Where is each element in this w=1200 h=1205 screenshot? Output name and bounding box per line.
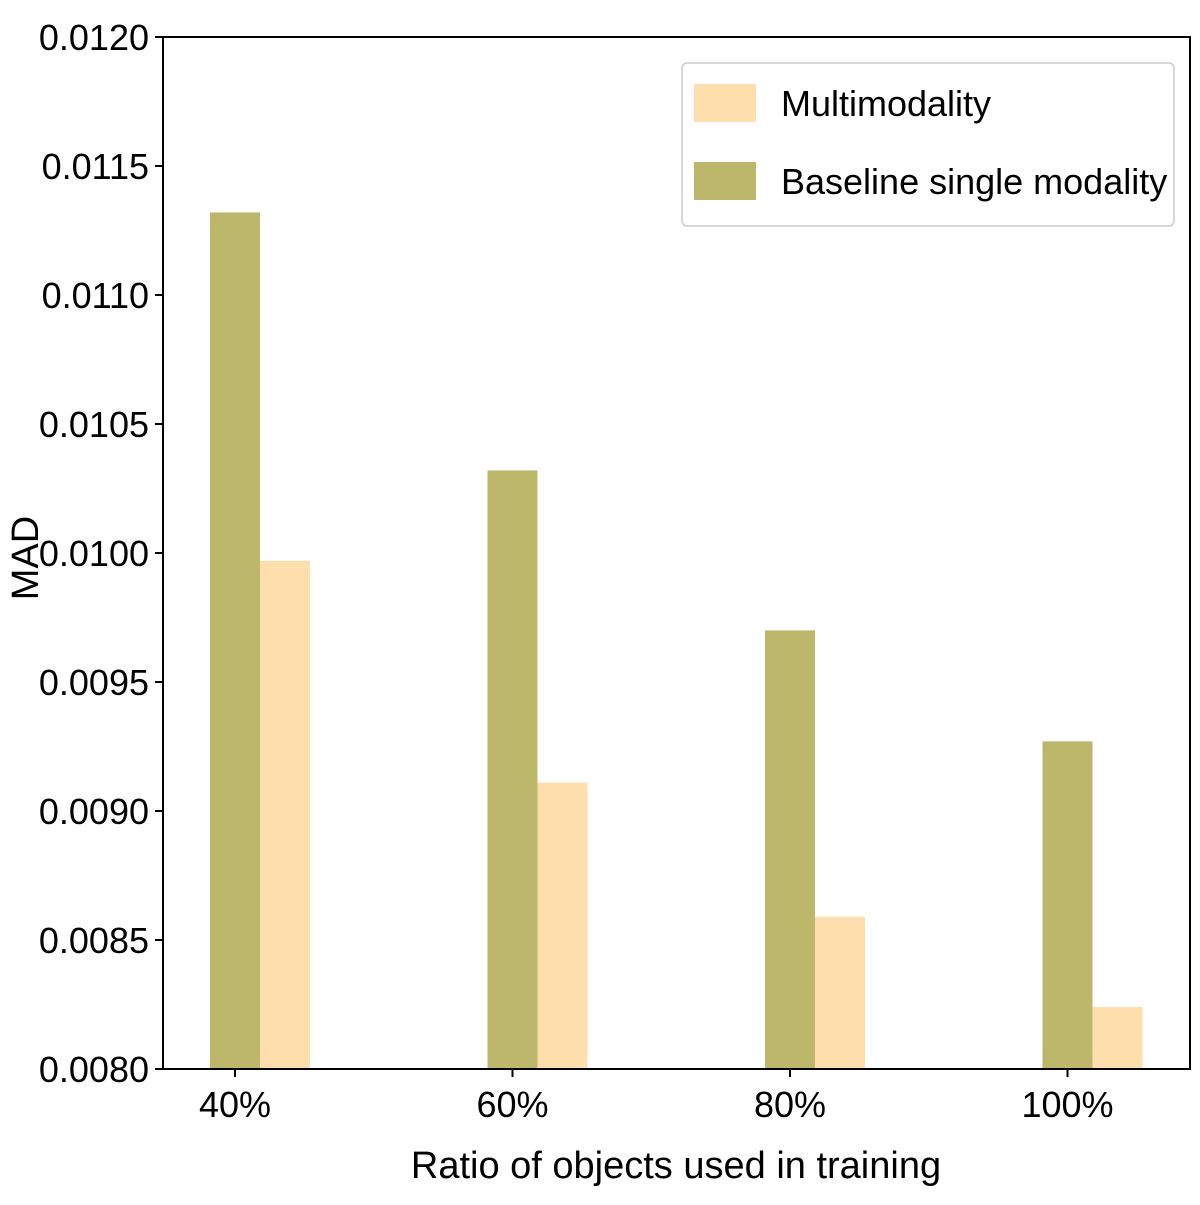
- x-tick-label: 60%: [476, 1084, 548, 1125]
- bar-baseline-2: [487, 470, 538, 1069]
- y-tick-label: 0.0110: [42, 275, 149, 316]
- y-tick-label: 0.0085: [39, 920, 149, 961]
- x-tick-label: 80%: [754, 1084, 826, 1125]
- y-tick-label: 0.0120: [39, 17, 149, 58]
- legend: Multimodality Baseline single modality: [681, 62, 1175, 227]
- x-tick-label: 40%: [199, 1084, 271, 1125]
- x-axis: 40% 60% 80% 100%: [199, 1069, 1114, 1125]
- x-axis-title: Ratio of objects used in training: [411, 1145, 941, 1187]
- legend-swatch-1: [694, 84, 756, 122]
- legend-label-2: Baseline single modality: [781, 161, 1167, 202]
- y-tick-label: 0.0080: [39, 1049, 149, 1090]
- bar-multimodality-3: [815, 916, 865, 1069]
- bar-baseline-4: [1042, 741, 1093, 1069]
- y-axis-title: MAD: [5, 516, 47, 600]
- y-tick-label: 0.0115: [42, 146, 149, 187]
- legend-box: [681, 62, 1175, 227]
- y-tick-label: 0.0105: [39, 404, 149, 445]
- bar-baseline-3: [765, 630, 815, 1069]
- x-tick-label: 100%: [1021, 1084, 1113, 1125]
- y-tick-label: 0.0100: [39, 533, 149, 574]
- legend-label-1: Multimodality: [781, 83, 991, 124]
- bar-multimodality-2: [537, 782, 588, 1069]
- bars-group: [210, 212, 1143, 1069]
- y-axis: 0.0080 0.0085 0.0090 0.0095 0.0100 0.0105 0.01…: [39, 17, 163, 1090]
- bar-baseline-1: [210, 212, 260, 1069]
- y-tick-label: 0.0090: [39, 791, 149, 832]
- bar-multimodality-4: [1092, 1007, 1143, 1069]
- legend-swatch-2: [694, 162, 756, 200]
- y-tick-label: 0.0095: [39, 662, 149, 703]
- bar-multimodality-1: [260, 560, 310, 1069]
